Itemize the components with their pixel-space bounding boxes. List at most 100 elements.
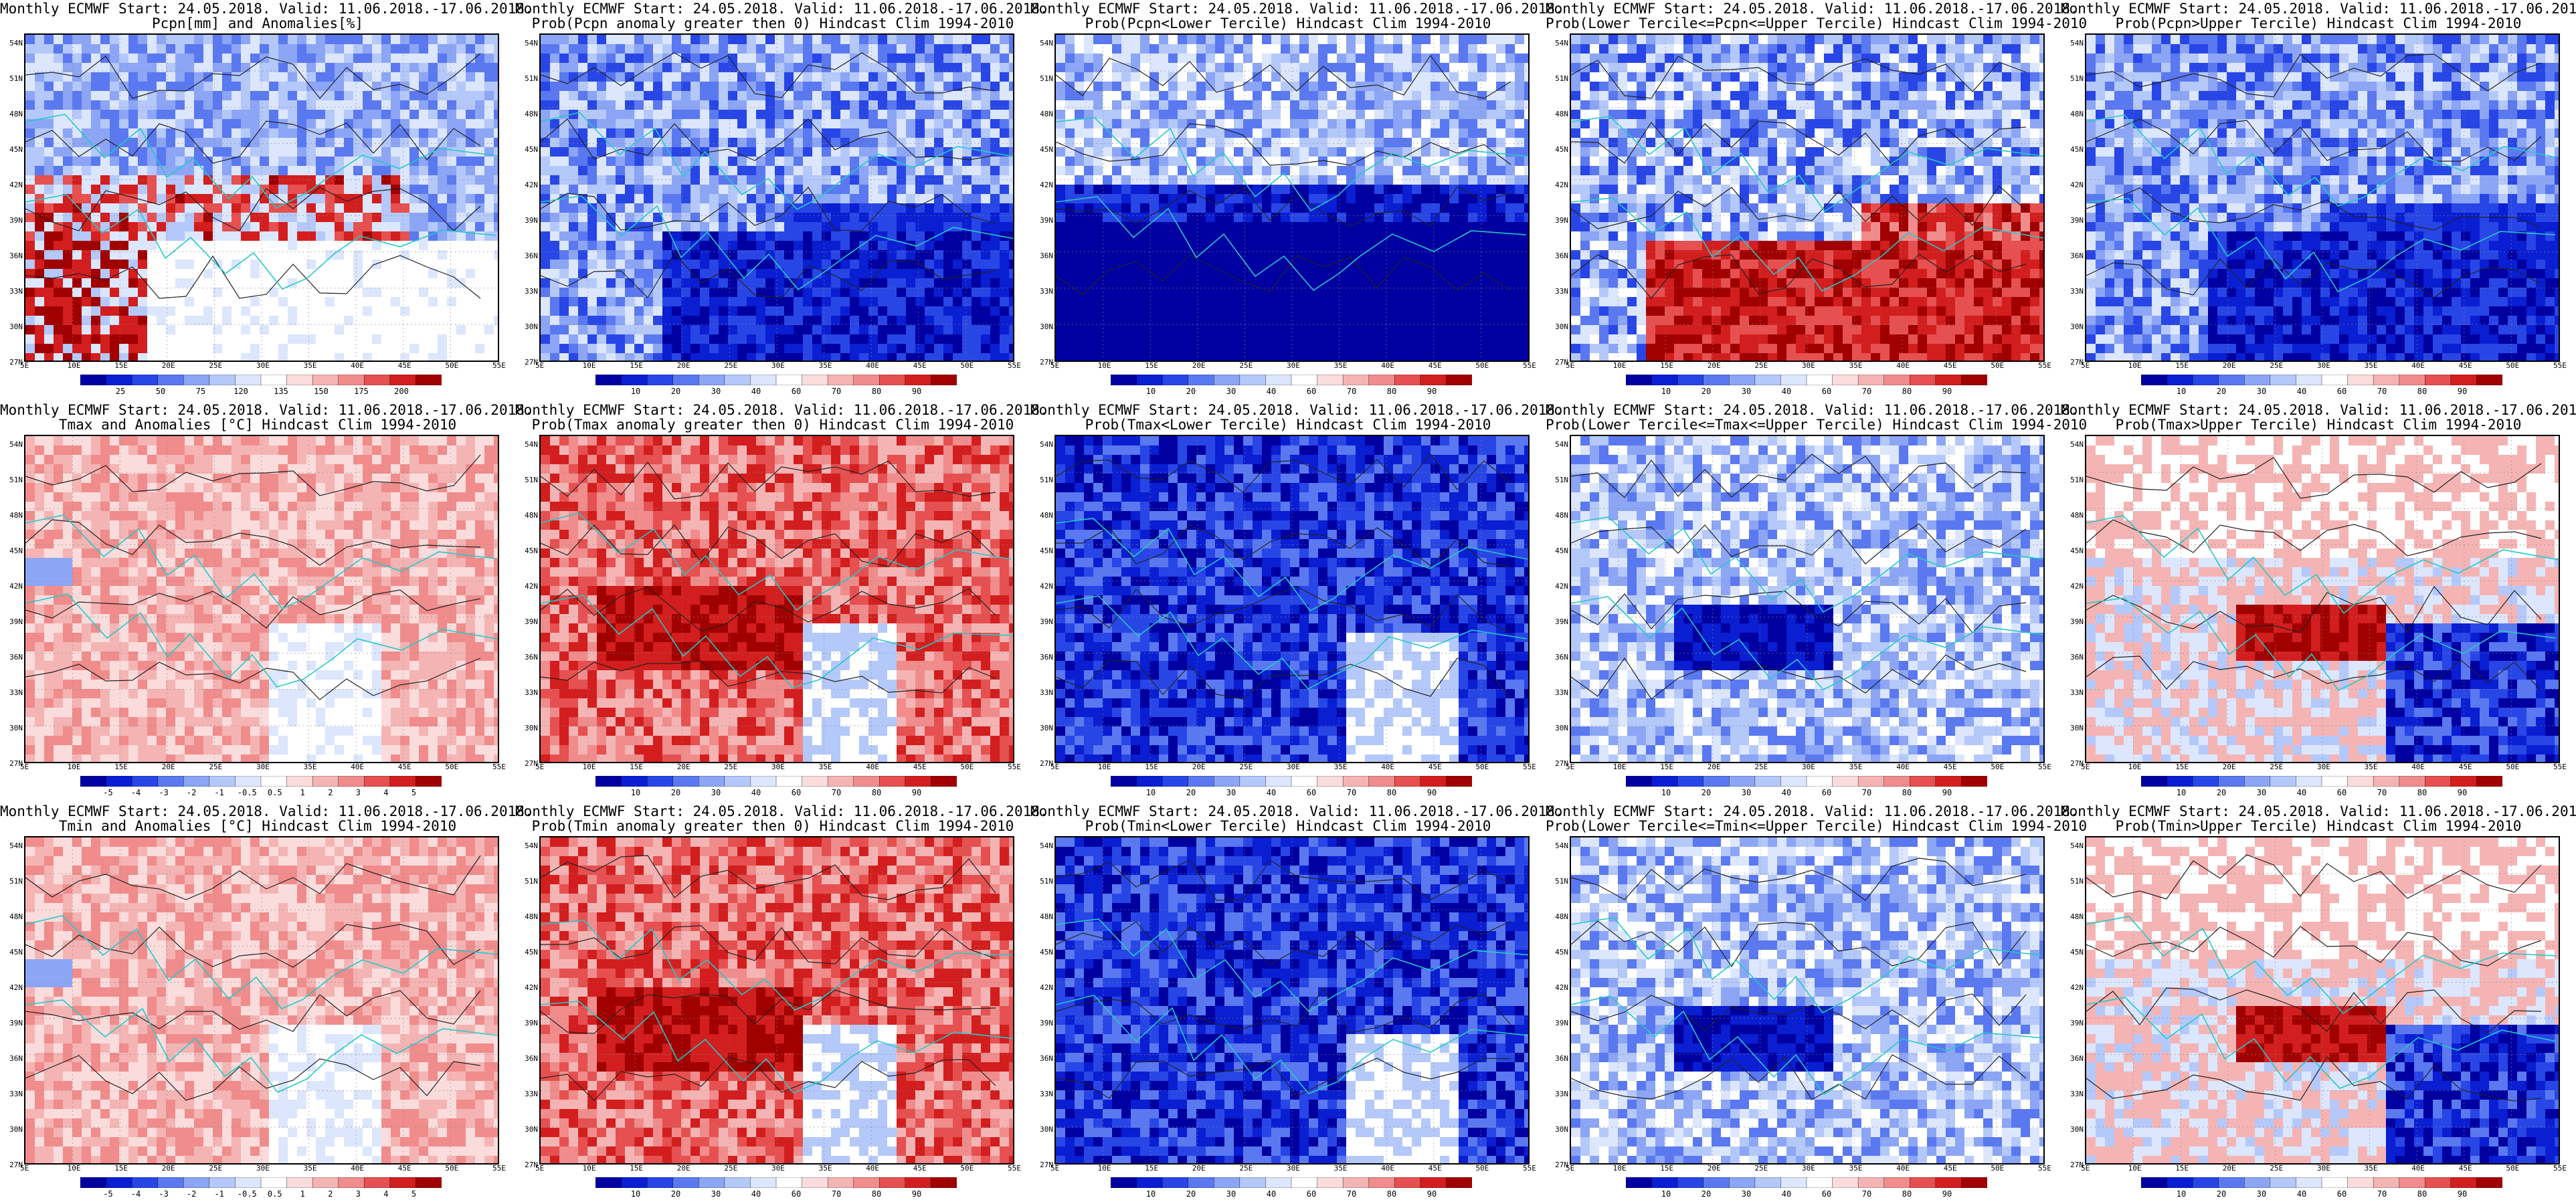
latitude-label: 42N: [1547, 181, 1568, 189]
longitude-label: 10E: [583, 763, 596, 771]
latitude-label: 45N: [1032, 546, 1053, 555]
forecast-map-panel: Monthly ECMWF Start: 24.05.2018. Valid: …: [515, 803, 1048, 1204]
colorbar-swatch: [2476, 375, 2502, 385]
longitude-label: 30E: [2317, 1164, 2330, 1173]
longitude-label: 40E: [866, 1164, 879, 1173]
panel-title-line2: Prob(Lower Tercile<=Pcpn<=Upper Tercile)…: [1546, 16, 2087, 31]
colorbar-swatch: [389, 1177, 417, 1188]
colorbar: [80, 375, 442, 385]
latitude-label: 27N: [1032, 1161, 1053, 1169]
latitude-label: 42N: [1547, 983, 1568, 992]
map-area: [1054, 33, 1530, 362]
latitude-label: 27N: [1547, 759, 1568, 768]
forecast-map-panel: Monthly ECMWF Start: 24.05.2018. Valid: …: [1546, 0, 2087, 401]
colorbar-label: 80: [2409, 387, 2435, 396]
colorbar-label: 20: [2208, 387, 2235, 396]
longitude-label: 50E: [960, 1164, 974, 1173]
forecast-map-panel: Monthly ECMWF Start: 24.05.2018. Valid: …: [0, 0, 533, 401]
longitude-label: 25E: [209, 763, 222, 771]
panel-title-line2: Prob(Lower Tercile<=Tmin<=Upper Tercile)…: [1546, 819, 2087, 833]
latitude-label: 27N: [1, 358, 23, 367]
latitude-label: 36N: [1547, 252, 1568, 260]
colorbar-label: 30: [1218, 788, 1245, 797]
longitude-label: 50E: [1475, 1164, 1489, 1173]
latitude-label: 30N: [517, 322, 538, 331]
colorbar-swatch: [1368, 375, 1395, 385]
colorbar-swatch: [1910, 1177, 1936, 1188]
colorbar-label: 30: [1733, 1189, 1760, 1199]
colorbar-label: 90: [1934, 788, 1960, 797]
colorbar-swatch: [595, 776, 622, 787]
colorbar-label: 40: [1258, 387, 1285, 396]
colorbar-swatch: [157, 1177, 184, 1188]
colorbar: [595, 776, 957, 787]
colorbar-swatch: [1214, 1177, 1240, 1188]
latitude-label: 42N: [1032, 181, 1053, 189]
colorbar-label: 90: [903, 1189, 930, 1199]
colorbar-swatch: [1806, 1177, 1833, 1188]
colorbar-swatch: [1754, 776, 1782, 787]
panel-title-line2: Prob(Pcpn>Upper Tercile) Hindcast Clim 1…: [2061, 16, 2576, 31]
latitude-label: 39N: [1032, 1019, 1053, 1027]
colorbar-swatch: [1729, 776, 1756, 787]
panel-title-line1: Monthly ECMWF Start: 24.05.2018. Valid: …: [515, 1, 1048, 16]
colorbar-label: 80: [1894, 788, 1920, 797]
colorbar-label: 40: [743, 1189, 769, 1199]
latitude-label: 45N: [517, 145, 538, 154]
longitude-label: 45E: [398, 1164, 411, 1173]
colorbar-swatch: [646, 1177, 674, 1188]
colorbar-label: 10: [622, 387, 649, 396]
longitude-label: 45E: [913, 763, 927, 771]
colorbar-swatch: [1188, 776, 1214, 787]
longitude-label: 30E: [771, 361, 785, 370]
latitude-label: 45N: [1032, 145, 1053, 154]
longitude-label: 25E: [2270, 1164, 2283, 1173]
longitude-label: 50E: [445, 1164, 458, 1173]
colorbar-swatch: [646, 375, 674, 385]
latitude-label: 36N: [2062, 252, 2084, 260]
colorbar-swatch: [775, 1177, 803, 1188]
colorbar-swatch: [2347, 776, 2374, 787]
colorbar-label: 70: [1338, 1189, 1365, 1199]
latitude-label: 48N: [1547, 511, 1568, 520]
latitude-label: 39N: [1, 1019, 23, 1027]
colorbar-swatch: [621, 1177, 648, 1188]
colorbar-swatch: [80, 1177, 107, 1188]
longitude-label: 55E: [2553, 1164, 2567, 1173]
latitude-label: 33N: [2062, 688, 2084, 697]
map-area: [2085, 836, 2560, 1165]
panel-title-line2: Prob(Pcpn<Lower Tercile) Hindcast Clim 1…: [1030, 16, 1546, 31]
latitude-label: 45N: [1, 948, 23, 957]
longitude-label: 20E: [162, 361, 175, 370]
colorbar-swatch: [595, 375, 622, 385]
longitude-label: 30E: [2317, 763, 2330, 771]
latitude-label: 48N: [1032, 912, 1053, 921]
map-area: [539, 836, 1014, 1165]
longitude-label: 10E: [2128, 361, 2142, 370]
longitude-label: 45E: [1429, 763, 1442, 771]
panel-title-line1: Monthly ECMWF Start: 24.05.2018. Valid: …: [515, 804, 1048, 819]
colorbar-swatch: [2425, 1177, 2452, 1188]
colorbar-swatch: [672, 375, 699, 385]
colorbar-swatch: [1832, 375, 1859, 385]
latitude-label: 48N: [2062, 511, 2084, 520]
longitude-label: 35E: [1849, 1164, 1863, 1173]
colorbar-swatch: [699, 1177, 725, 1188]
longitude-label: 45E: [398, 763, 411, 771]
longitude-label: 40E: [1381, 763, 1394, 771]
colorbar-label: 10: [2168, 1189, 2195, 1199]
panel-title-line1: Monthly ECMWF Start: 24.05.2018. Valid: …: [515, 403, 1048, 417]
forecast-map-panel: Monthly ECMWF Start: 24.05.2018. Valid: …: [1546, 803, 2087, 1204]
colorbar-label: 40: [1258, 788, 1285, 797]
latitude-label: 36N: [1032, 653, 1053, 662]
colorbar-swatch: [389, 776, 417, 787]
longitude-label: 15E: [630, 361, 643, 370]
latitude-label: 33N: [517, 287, 538, 296]
colorbar-swatch: [260, 375, 288, 385]
colorbar: [595, 1177, 957, 1188]
colorbar-label: 70: [1853, 1189, 1880, 1199]
latitude-label: 51N: [2062, 74, 2084, 83]
colorbar-label: -1: [206, 1189, 233, 1199]
colorbar-swatch: [1265, 776, 1292, 787]
latitude-label: 42N: [1032, 983, 1053, 992]
